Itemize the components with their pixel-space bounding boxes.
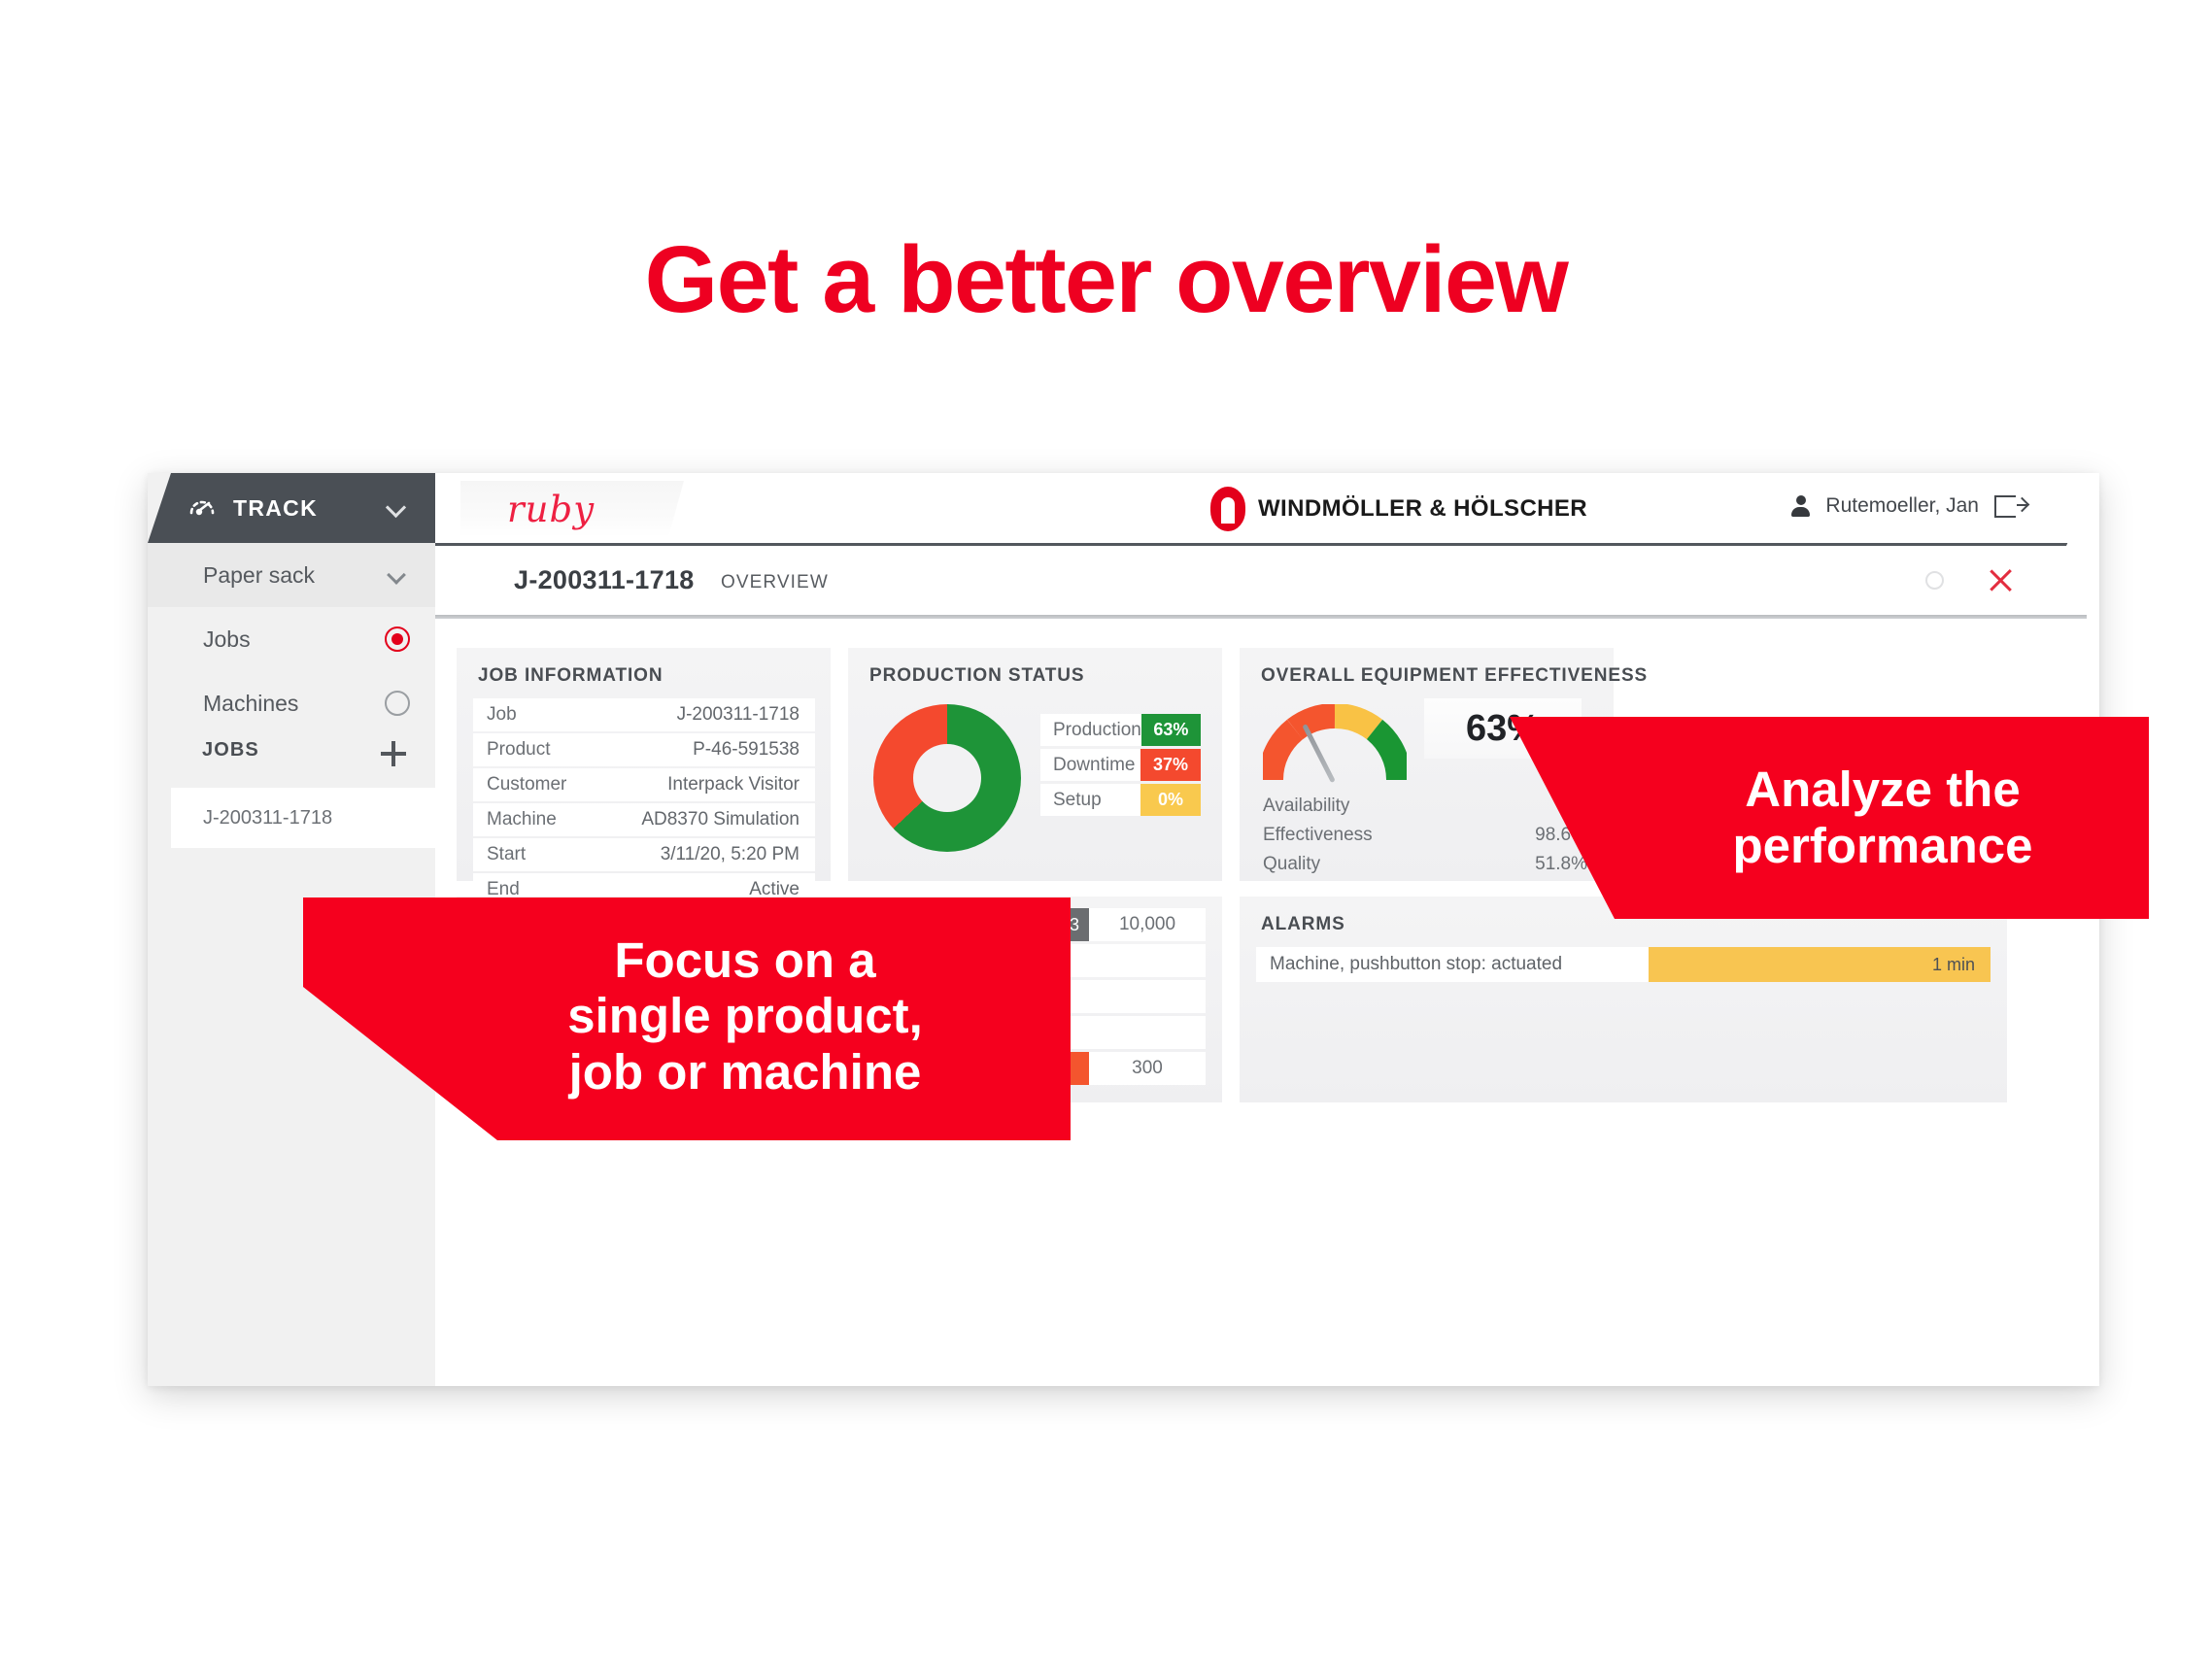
row-key: End [487, 879, 520, 899]
table-row: Product P-46-591538 [473, 733, 815, 766]
jobs-section-header: JOBS [148, 724, 435, 784]
row-value: J-200311-1718 [676, 704, 800, 725]
callout-focus: Focus on a single product, job or machin… [303, 897, 1071, 1140]
row-value: Active [749, 879, 800, 899]
row-value: AD8370 Simulation [641, 809, 800, 830]
sidebar-item-label: Jobs [203, 626, 251, 652]
legend-value: 63% [1140, 714, 1201, 746]
logout-icon[interactable] [1994, 494, 2028, 518]
card-production-status: PRODUCTION STATUS Production 63% Downtim… [848, 648, 1222, 881]
sidebar-item-paper-sack[interactable]: Paper sack [148, 543, 435, 607]
row-target: 300 [1132, 1058, 1163, 1078]
sidebar-item-jobs[interactable]: Jobs [148, 607, 435, 671]
callout-text: Focus on a single product, job or machin… [567, 931, 923, 1100]
content-title-bar: J-200311-1718 OVERVIEW [435, 546, 2099, 616]
chevron-down-icon[interactable] [387, 565, 406, 585]
radio-machines[interactable] [385, 691, 410, 716]
user-area[interactable]: Rutemoeller, Jan [1791, 494, 2028, 518]
legend-value: 0% [1140, 784, 1201, 816]
plus-icon[interactable] [381, 741, 406, 766]
legend-label: Downtime [1053, 755, 1136, 775]
brand-name: WINDMÖLLER & HÖLSCHER [1258, 495, 1588, 522]
windmoeller-hoelscher-mark-icon [1210, 487, 1245, 531]
job-information-rows: Job J-200311-1718 Product P-46-591538 Cu… [473, 698, 815, 908]
callout-analyze: Analyze the performance [1510, 717, 2149, 919]
sidebar-item-label: Machines [203, 690, 299, 716]
alarm-rows: Machine, pushbutton stop: actuated 1 min [1256, 947, 1991, 982]
radio-jobs[interactable] [385, 626, 410, 652]
row-value: 51.8% [1535, 854, 1587, 874]
row-value: 3/11/20, 5:20 PM [660, 844, 800, 864]
table-row: Availability [1263, 792, 1587, 821]
row-value: P-46-591538 [693, 739, 800, 760]
legend-item: Production 63% [1040, 714, 1201, 746]
brand-logo: WINDMÖLLER & HÖLSCHER [1210, 487, 1587, 531]
close-icon[interactable] [1988, 567, 2014, 593]
row-key: Machine [487, 809, 557, 830]
sidebar-item-machines[interactable]: Machines [148, 671, 435, 735]
user-name: Rutemoeller, Jan [1825, 494, 1979, 517]
card-title: JOB INFORMATION [478, 665, 664, 686]
table-row: Effectiveness 98.6% [1263, 821, 1587, 850]
alarm-duration: 1 min [1649, 947, 1991, 982]
page-title: Get a better overview [644, 226, 1569, 332]
row-target: 10,000 [1118, 914, 1176, 934]
card-title: ALARMS [1261, 914, 1345, 934]
tab-overview[interactable]: OVERVIEW [721, 572, 829, 592]
ruby-logo-text: ruby [507, 489, 596, 530]
legend-label: Setup [1053, 790, 1102, 810]
alarm-label: Machine, pushbutton stop: actuated [1270, 954, 1563, 974]
row-key: Customer [487, 774, 567, 795]
card-job-information: JOB INFORMATION Job J-200311-1718 Produc… [457, 648, 831, 906]
legend-item: Downtime 37% [1040, 749, 1201, 781]
table-row: Machine, pushbutton stop: actuated 1 min [1256, 947, 1991, 982]
chevron-down-icon[interactable] [385, 496, 407, 519]
table-row: Quality 51.8% [1263, 850, 1587, 879]
job-item-label: J-200311-1718 [203, 806, 333, 829]
row-key: Product [487, 739, 551, 760]
sidebar-item-label: Paper sack [203, 561, 316, 588]
table-row: Machine AD8370 Simulation [473, 803, 815, 836]
row-key: Job [487, 704, 517, 725]
card-alarms: ALARMS Machine, pushbutton stop: actuate… [1240, 897, 2007, 1102]
jobs-section-title: JOBS [202, 739, 259, 761]
sidebar-module-track[interactable]: TRACK [148, 473, 435, 543]
content-title: J-200311-1718 [514, 565, 695, 594]
row-value: Interpack Visitor [667, 774, 800, 795]
sidebar-module-label: TRACK [233, 495, 318, 521]
card-title: PRODUCTION STATUS [869, 665, 1085, 686]
table-row: Customer Interpack Visitor [473, 768, 815, 801]
row-key: Effectiveness [1263, 825, 1373, 845]
production-status-donut-chart [873, 704, 1021, 852]
circle-icon[interactable] [1925, 571, 1944, 590]
legend-value: 37% [1140, 749, 1201, 781]
callout-text: Analyze the performance [1732, 762, 2033, 873]
person-icon [1791, 495, 1811, 517]
oee-rows: Availability Effectiveness 98.6% Quality… [1263, 792, 1587, 879]
row-key: Availability [1263, 796, 1350, 816]
ruby-logo[interactable]: ruby [460, 481, 684, 537]
title-divider [435, 615, 2087, 619]
row-key: Start [487, 844, 527, 864]
oee-gauge-chart [1257, 702, 1412, 784]
production-status-legend: Production 63% Downtime 37% Setup 0% [1040, 714, 1201, 819]
legend-label: Production [1053, 720, 1141, 740]
app-topbar: ruby WINDMÖLLER & HÖLSCHER Rutemoeller, … [148, 473, 2099, 546]
table-row: Start 3/11/20, 5:20 PM [473, 838, 815, 871]
list-item[interactable]: J-200311-1718 [171, 788, 477, 848]
table-row: Job J-200311-1718 [473, 698, 815, 731]
row-key: Quality [1263, 854, 1321, 874]
track-gauge-icon [189, 500, 215, 516]
card-title: OVERALL EQUIPMENT EFFECTIVENESS [1261, 665, 1649, 686]
legend-item: Setup 0% [1040, 784, 1201, 816]
